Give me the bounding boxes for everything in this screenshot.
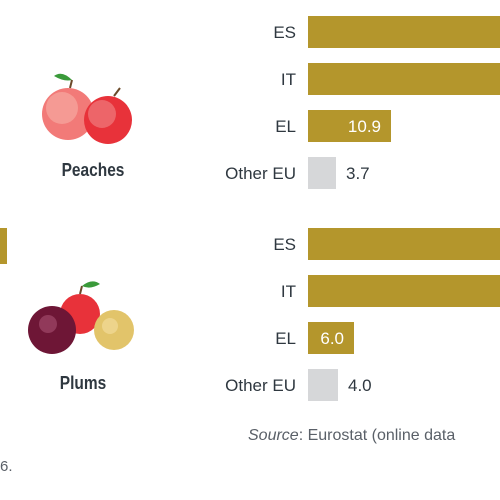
source-lead: Source (248, 427, 299, 444)
value-label: 3.7 (346, 164, 370, 183)
bar-peaches-el (308, 110, 391, 142)
plums-label: Plums (59, 373, 107, 393)
category-label: EL (275, 329, 296, 348)
category-label: Other EU (225, 164, 296, 183)
bar-plums-it (308, 275, 500, 307)
peaches-icon (42, 73, 132, 144)
category-label: Other EU (225, 376, 296, 395)
category-label: IT (281, 70, 296, 89)
value-label: 6.0 (320, 329, 344, 348)
category-label: ES (273, 23, 296, 42)
value-label: 10.9 (348, 117, 381, 136)
cut-off-bar-left (0, 228, 7, 264)
category-label: IT (281, 282, 296, 301)
plums-icon (28, 281, 134, 354)
bar-peaches-other-eu (308, 157, 336, 189)
source-note: Source: Eurostat (online data (248, 427, 455, 445)
category-label: ES (273, 235, 296, 254)
bar-peaches-it (308, 63, 500, 95)
bar-plums-el (308, 322, 354, 354)
source-rest: : Eurostat (online data (298, 427, 456, 444)
bar-peaches-es (308, 16, 500, 48)
footnote-fragment: 6. (0, 458, 13, 475)
peaches-label: Peaches (61, 160, 125, 180)
bar-plums-es (308, 228, 500, 260)
category-label: EL (275, 117, 296, 136)
bar-plums-other-eu (308, 369, 338, 401)
value-label: 4.0 (348, 376, 372, 395)
